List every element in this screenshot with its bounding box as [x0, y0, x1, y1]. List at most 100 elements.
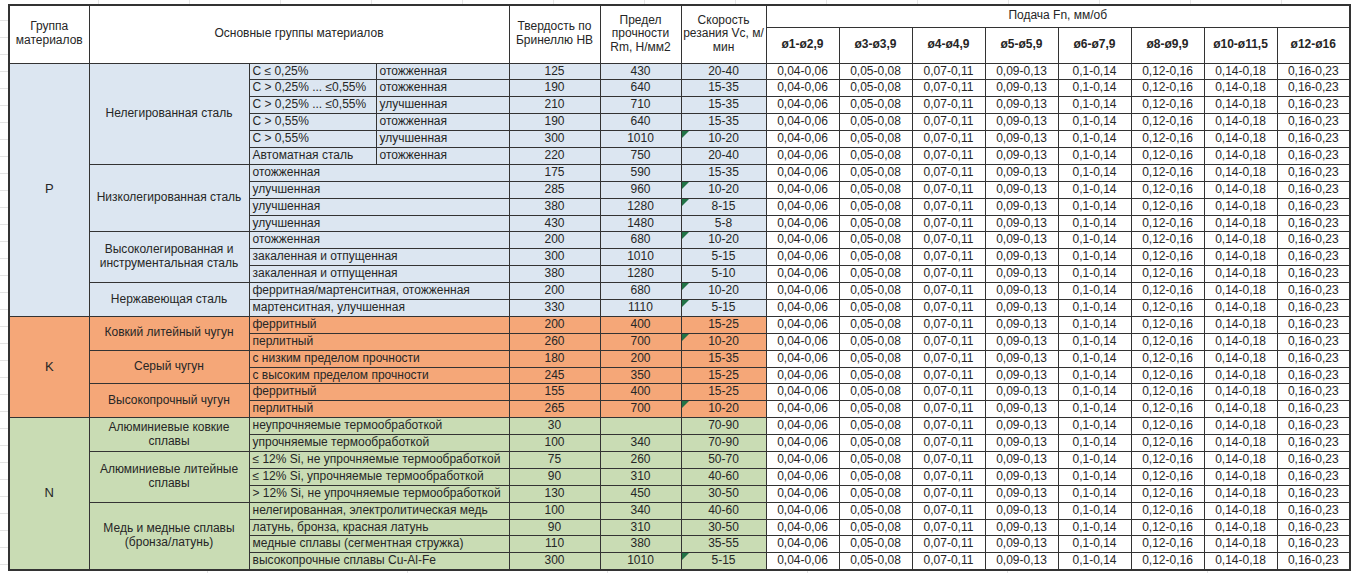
cell-feed-value: 0,1-0,14 — [1058, 435, 1131, 452]
cell-section-name: Ковкий литейный чугун — [89, 316, 249, 350]
cell-hardness: 330 — [509, 299, 600, 316]
cell-material-spec: С > 0,25% ... ≤0,55% — [249, 80, 376, 97]
cell-feed-value: 0,1-0,14 — [1058, 283, 1131, 300]
cell-feed-value: 0,05-0,08 — [839, 333, 912, 350]
cell-feed-value: 0,16-0,23 — [1277, 97, 1350, 114]
cell-feed-value: 0,07-0,11 — [912, 131, 985, 148]
cell-feed-value: 0,09-0,13 — [985, 333, 1058, 350]
cell-cutting-speed: 10-20 — [681, 131, 766, 148]
cell-cutting-speed: 35-55 — [681, 536, 766, 553]
cell-feed-value: 0,16-0,23 — [1277, 468, 1350, 485]
cell-feed-value: 0,07-0,11 — [912, 401, 985, 418]
cell-feed-value: 0,07-0,11 — [912, 502, 985, 519]
cell-feed-value: 0,1-0,14 — [1058, 367, 1131, 384]
cell-group-letter: P — [9, 63, 89, 316]
cell-section-name: Алюминиевые ковкие сплавы — [89, 418, 249, 452]
cell-material-spec: отожженная — [249, 164, 509, 181]
table-row: Высоколегированная и инструментальная ст… — [9, 232, 1350, 249]
cell-feed-value: 0,04-0,06 — [766, 435, 839, 452]
cell-feed-value: 0,1-0,14 — [1058, 536, 1131, 553]
cell-feed-value: 0,16-0,23 — [1277, 299, 1350, 316]
header-main-groups: Основные группы материалов — [89, 5, 509, 63]
cell-feed-value: 0,14-0,18 — [1204, 418, 1277, 435]
cell-feed-value: 0,04-0,06 — [766, 181, 839, 198]
cell-feed-value: 0,1-0,14 — [1058, 502, 1131, 519]
cell-material-spec: закаленная и отпущенная — [249, 266, 509, 283]
cell-cutting-speed: 50-70 — [681, 451, 766, 468]
cell-feed-value: 0,14-0,18 — [1204, 249, 1277, 266]
cell-section-name: Нелегированная сталь — [89, 63, 249, 164]
cell-feed-value: 0,05-0,08 — [839, 147, 912, 164]
cell-strength: 310 — [600, 519, 681, 536]
cell-hardness: 125 — [509, 63, 600, 80]
cell-feed-value: 0,05-0,08 — [839, 114, 912, 131]
cell-material-spec: ≤ 12% Si, упрочняемые термообработкой — [249, 468, 509, 485]
cell-hardness: 90 — [509, 519, 600, 536]
cell-cutting-speed: 5-15 — [681, 299, 766, 316]
cell-hardness: 175 — [509, 164, 600, 181]
cell-section-name: Высоколегированная и инструментальная ст… — [89, 232, 249, 283]
cell-feed-value: 0,14-0,18 — [1204, 502, 1277, 519]
cell-feed-value: 0,09-0,13 — [985, 468, 1058, 485]
cell-hardness: 100 — [509, 435, 600, 452]
cell-cutting-speed: 10-20 — [681, 232, 766, 249]
cell-feed-value: 0,14-0,18 — [1204, 350, 1277, 367]
cell-feed-value: 0,12-0,16 — [1131, 198, 1204, 215]
cell-strength: 640 — [600, 114, 681, 131]
cell-feed-value: 0,12-0,16 — [1131, 350, 1204, 367]
cell-feed-value: 0,05-0,08 — [839, 97, 912, 114]
cell-feed-value: 0,05-0,08 — [839, 502, 912, 519]
cell-feed-value: 0,04-0,06 — [766, 367, 839, 384]
table-row: Серый чугунс низким пределом прочности18… — [9, 350, 1350, 367]
cell-hardness: 265 — [509, 401, 600, 418]
cell-feed-value: 0,07-0,11 — [912, 468, 985, 485]
cell-hardness: 190 — [509, 114, 600, 131]
cell-strength: 1110 — [600, 299, 681, 316]
cell-strength: 450 — [600, 485, 681, 502]
cell-feed-value: 0,14-0,18 — [1204, 435, 1277, 452]
cell-feed-value: 0,09-0,13 — [985, 367, 1058, 384]
cell-feed-value: 0,12-0,16 — [1131, 553, 1204, 570]
cell-feed-value: 0,14-0,18 — [1204, 147, 1277, 164]
cell-hardness: 380 — [509, 266, 600, 283]
table-row: PНелегированная стальС ≤ 0,25%отожженная… — [9, 63, 1350, 80]
cell-feed-value: 0,1-0,14 — [1058, 266, 1131, 283]
cell-feed-value: 0,16-0,23 — [1277, 114, 1350, 131]
cell-material-spec: улучшенная — [249, 198, 509, 215]
cell-feed-value: 0,05-0,08 — [839, 164, 912, 181]
spreadsheet-area: Группа материалов Основные группы матери… — [0, 0, 1356, 573]
cell-feed-value: 0,1-0,14 — [1058, 350, 1131, 367]
cell-material-state: улучшенная — [376, 97, 509, 114]
cell-feed-value: 0,09-0,13 — [985, 232, 1058, 249]
cell-section-name: Медь и медные сплавы (бронза/латунь) — [89, 502, 249, 570]
table-body: PНелегированная стальС ≤ 0,25%отожженная… — [9, 63, 1350, 570]
cell-feed-value: 0,05-0,08 — [839, 316, 912, 333]
cell-cutting-speed: 15-35 — [681, 114, 766, 131]
cell-strength: 680 — [600, 232, 681, 249]
cell-material-spec: отожженная — [249, 232, 509, 249]
cell-strength: 700 — [600, 401, 681, 418]
cell-feed-value: 0,16-0,23 — [1277, 451, 1350, 468]
cell-hardness: 260 — [509, 333, 600, 350]
cell-feed-value: 0,14-0,18 — [1204, 114, 1277, 131]
cell-feed-value: 0,16-0,23 — [1277, 198, 1350, 215]
cell-feed-value: 0,04-0,06 — [766, 401, 839, 418]
cell-feed-value: 0,14-0,18 — [1204, 198, 1277, 215]
header-diameter-col: ø5-ø5,9 — [985, 27, 1058, 63]
cell-feed-value: 0,07-0,11 — [912, 553, 985, 570]
cell-feed-value: 0,16-0,23 — [1277, 232, 1350, 249]
cell-feed-value: 0,07-0,11 — [912, 536, 985, 553]
cell-feed-value: 0,05-0,08 — [839, 418, 912, 435]
cell-hardness: 90 — [509, 468, 600, 485]
cell-feed-value: 0,09-0,13 — [985, 147, 1058, 164]
cell-hardness: 300 — [509, 131, 600, 148]
cell-feed-value: 0,14-0,18 — [1204, 299, 1277, 316]
cell-feed-value: 0,14-0,18 — [1204, 485, 1277, 502]
cell-hardness: 200 — [509, 283, 600, 300]
cell-feed-value: 0,12-0,16 — [1131, 114, 1204, 131]
cell-feed-value: 0,16-0,23 — [1277, 283, 1350, 300]
cell-strength: 590 — [600, 164, 681, 181]
cell-feed-value: 0,07-0,11 — [912, 181, 985, 198]
cell-material-spec: с высоким пределом прочности — [249, 367, 509, 384]
cell-material-spec: с низким пределом прочности — [249, 350, 509, 367]
